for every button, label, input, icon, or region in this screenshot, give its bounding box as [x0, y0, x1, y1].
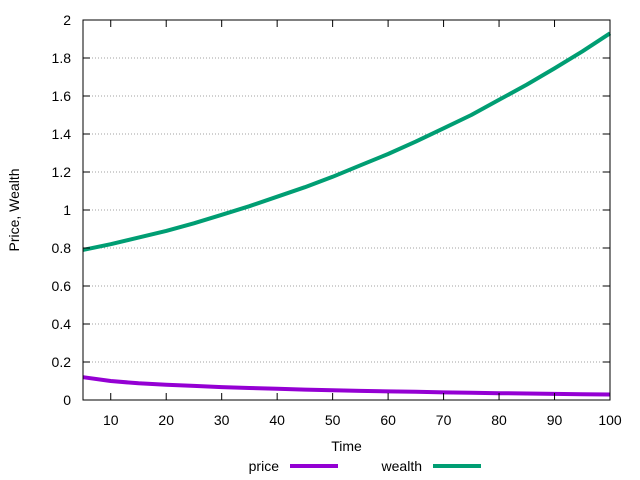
x-tick-label: 100 [598, 412, 622, 428]
y-tick-label: 0.8 [52, 240, 72, 256]
y-tick-label: 1.2 [52, 164, 72, 180]
x-tick-label: 40 [269, 412, 285, 428]
x-axis-title: Time [331, 438, 362, 454]
y-tick-label: 0 [63, 392, 71, 408]
series-layer [82, 31, 612, 397]
series-line-wealth [82, 31, 612, 252]
y-tick-label: 0.6 [52, 278, 72, 294]
x-tick-label: 10 [103, 412, 119, 428]
y-tick-label: 1 [63, 202, 71, 218]
legend-label-wealth: wealth [381, 458, 422, 474]
y-tick-label: 1.6 [52, 88, 72, 104]
y-tick-label: 0.4 [52, 316, 72, 332]
y-tick-label: 1.4 [52, 126, 72, 142]
x-tick-label: 20 [158, 412, 174, 428]
y-axis-title: Price, Wealth [6, 169, 22, 252]
grid [83, 57, 610, 363]
x-tick-label: 80 [491, 412, 507, 428]
series-line-price [82, 375, 611, 397]
x-tick-label: 70 [436, 412, 452, 428]
ticks: 0 0.2 0.4 0.6 0.8 1 1.2 1.4 1.6 1.8 2 10 20 30 40 50 60 7… [52, 12, 622, 428]
x-tick-label: 60 [380, 412, 396, 428]
x-tick-label: 30 [214, 412, 230, 428]
legend: price wealth [249, 458, 481, 474]
y-tick-label: 1.8 [52, 50, 72, 66]
legend-label-price: price [249, 458, 280, 474]
y-tick-label: 2 [63, 12, 71, 28]
y-tick-label: 0.2 [52, 354, 72, 370]
x-tick-label: 50 [325, 412, 341, 428]
x-tick-label: 90 [547, 412, 563, 428]
